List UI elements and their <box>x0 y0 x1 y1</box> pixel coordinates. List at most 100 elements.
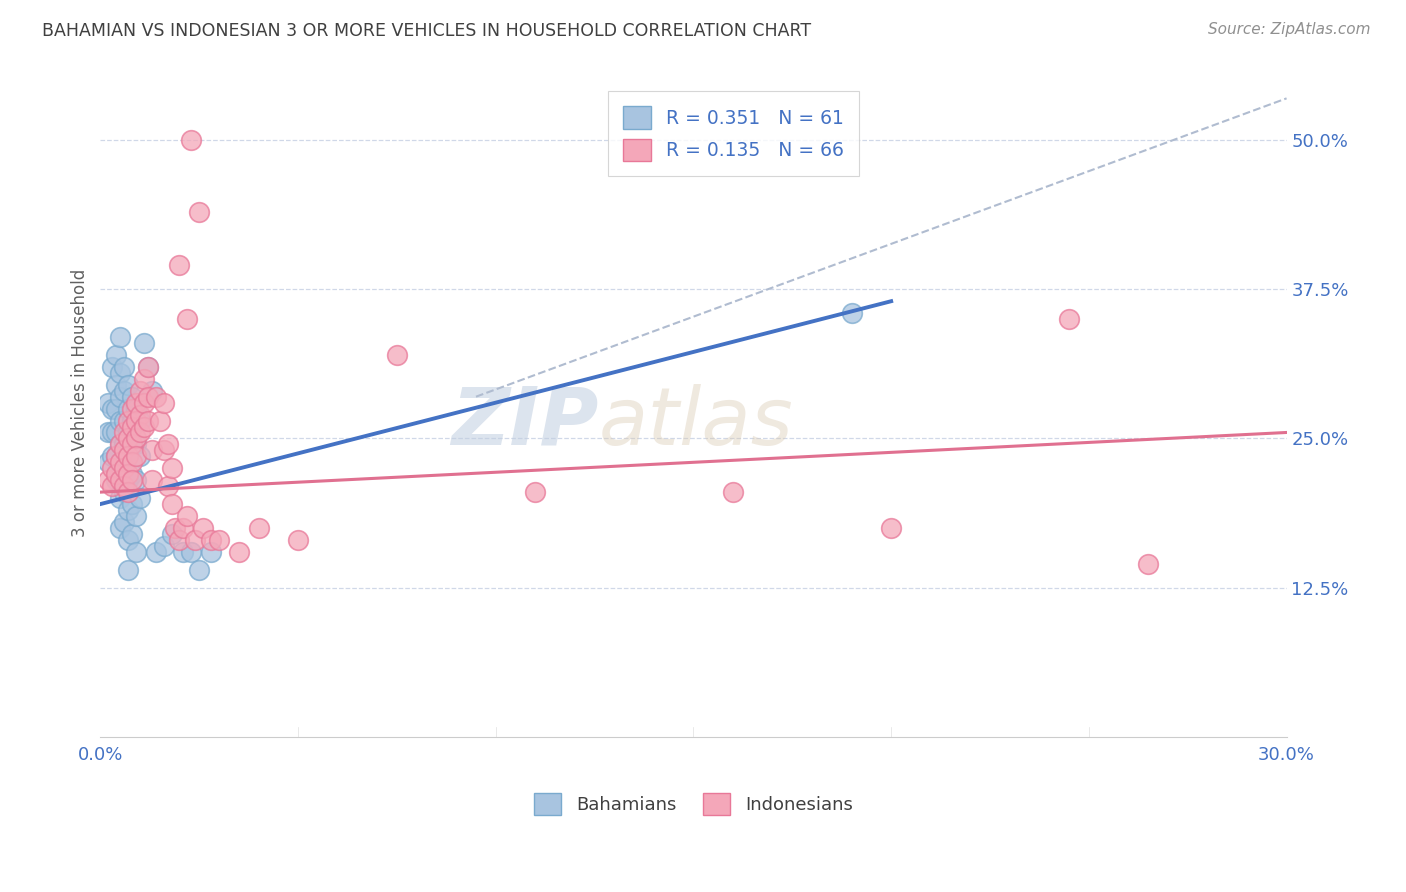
Point <box>184 533 207 547</box>
Point <box>180 545 202 559</box>
Point <box>152 539 174 553</box>
Point <box>176 312 198 326</box>
Point <box>121 455 143 469</box>
Point <box>132 395 155 409</box>
Text: BAHAMIAN VS INDONESIAN 3 OR MORE VEHICLES IN HOUSEHOLD CORRELATION CHART: BAHAMIAN VS INDONESIAN 3 OR MORE VEHICLE… <box>42 22 811 40</box>
Point <box>117 467 139 482</box>
Point <box>125 413 148 427</box>
Point <box>112 443 135 458</box>
Point <box>101 425 124 440</box>
Point <box>121 413 143 427</box>
Point <box>228 545 250 559</box>
Point <box>128 384 150 398</box>
Point <box>117 450 139 464</box>
Point <box>121 419 143 434</box>
Point <box>125 473 148 487</box>
Point <box>169 533 191 547</box>
Point <box>112 384 135 398</box>
Point <box>128 413 150 427</box>
Text: ZIP: ZIP <box>451 384 599 462</box>
Point <box>156 437 179 451</box>
Point <box>112 479 135 493</box>
Point <box>117 503 139 517</box>
Point <box>200 545 222 559</box>
Point <box>160 497 183 511</box>
Point <box>101 479 124 493</box>
Point <box>117 533 139 547</box>
Point <box>108 437 131 451</box>
Point <box>105 450 128 464</box>
Point <box>176 508 198 523</box>
Point <box>165 521 187 535</box>
Point <box>108 390 131 404</box>
Point <box>136 359 159 374</box>
Point <box>128 408 150 422</box>
Point <box>101 450 124 464</box>
Point <box>287 533 309 547</box>
Point <box>117 413 139 427</box>
Point <box>108 521 131 535</box>
Point <box>108 366 131 380</box>
Point <box>117 450 139 464</box>
Point <box>97 425 120 440</box>
Y-axis label: 3 or more Vehicles in Household: 3 or more Vehicles in Household <box>72 268 89 537</box>
Point <box>136 390 159 404</box>
Point <box>169 259 191 273</box>
Point <box>141 443 163 458</box>
Point <box>125 401 148 416</box>
Text: Source: ZipAtlas.com: Source: ZipAtlas.com <box>1208 22 1371 37</box>
Point <box>105 467 128 482</box>
Point <box>841 306 863 320</box>
Point <box>145 545 167 559</box>
Point <box>105 425 128 440</box>
Point <box>121 467 143 482</box>
Point <box>117 473 139 487</box>
Point <box>112 437 135 451</box>
Point <box>152 443 174 458</box>
Point <box>117 401 139 416</box>
Point <box>117 425 139 440</box>
Point <box>108 330 131 344</box>
Point <box>128 450 150 464</box>
Point <box>112 461 135 475</box>
Point <box>121 497 143 511</box>
Point <box>125 432 148 446</box>
Point <box>208 533 231 547</box>
Point <box>125 395 148 409</box>
Legend: Bahamians, Indonesians: Bahamians, Indonesians <box>527 786 860 822</box>
Point <box>125 545 148 559</box>
Point <box>105 348 128 362</box>
Point <box>112 413 135 427</box>
Point <box>172 521 194 535</box>
Point <box>105 473 128 487</box>
Point <box>112 515 135 529</box>
Point <box>97 455 120 469</box>
Point <box>105 377 128 392</box>
Point <box>125 437 148 451</box>
Point <box>160 461 183 475</box>
Point <box>132 336 155 351</box>
Point <box>105 450 128 464</box>
Point <box>117 485 139 500</box>
Point <box>108 467 131 482</box>
Point <box>121 390 143 404</box>
Point <box>149 413 172 427</box>
Point <box>141 473 163 487</box>
Point <box>1057 312 1080 326</box>
Point <box>156 479 179 493</box>
Point <box>108 473 131 487</box>
Point <box>121 527 143 541</box>
Point <box>101 461 124 475</box>
Point <box>152 395 174 409</box>
Point <box>188 563 211 577</box>
Point <box>121 437 143 451</box>
Point <box>160 527 183 541</box>
Point <box>112 359 135 374</box>
Point <box>132 419 155 434</box>
Point <box>385 348 408 362</box>
Text: atlas: atlas <box>599 384 793 462</box>
Point <box>97 395 120 409</box>
Point <box>172 545 194 559</box>
Point <box>191 521 214 535</box>
Point <box>136 413 159 427</box>
